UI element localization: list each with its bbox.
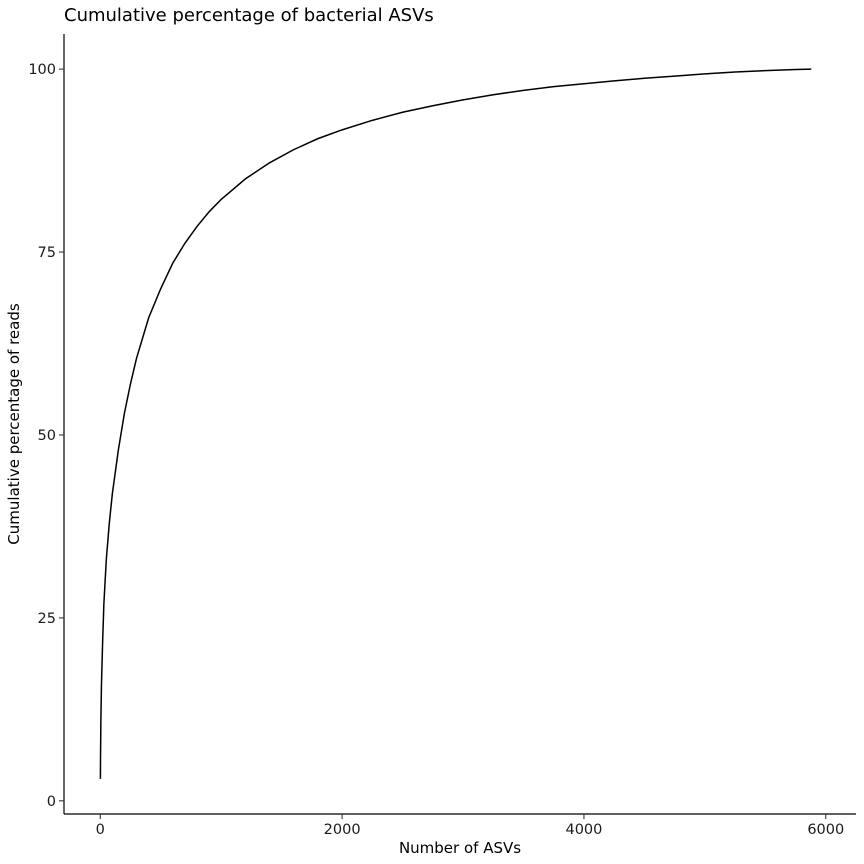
- x-tick-label: 6000: [807, 822, 844, 838]
- y-tick-label: 25: [38, 611, 56, 627]
- series-line-cumulative: [99, 68, 812, 779]
- x-axis-ticks: 0 2000 4000 6000: [96, 814, 844, 838]
- chart-title: Cumulative percentage of bacterial ASVs: [64, 5, 434, 26]
- y-tick-label: 0: [47, 794, 56, 810]
- y-axis-ticks: 0 25 50 75 100: [28, 62, 64, 810]
- plot-area: [63, 34, 856, 815]
- x-tick-label: 4000: [565, 822, 602, 838]
- y-axis-label: Cumulative percentage of reads: [5, 303, 23, 545]
- x-tick-label: 0: [96, 822, 105, 838]
- y-tick-label: 75: [38, 245, 56, 261]
- x-tick-label: 2000: [324, 822, 361, 838]
- x-axis-label: Number of ASVs: [399, 839, 521, 857]
- y-tick-label: 50: [38, 428, 56, 444]
- y-tick-label: 100: [28, 62, 56, 78]
